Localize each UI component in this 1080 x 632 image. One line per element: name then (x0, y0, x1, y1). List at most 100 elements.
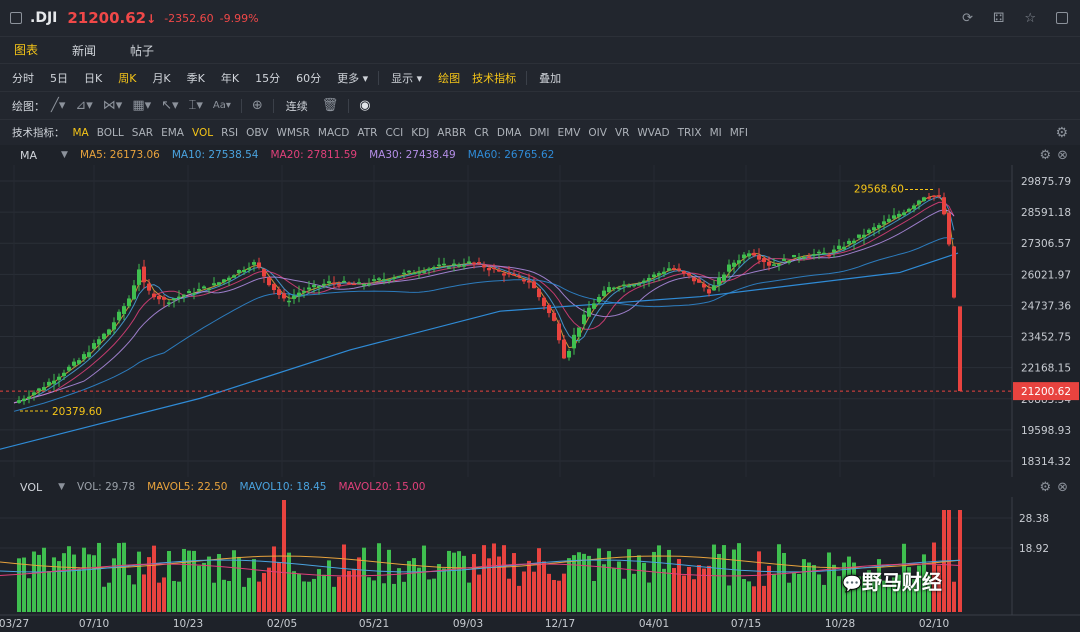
indicator-ema[interactable]: EMA (161, 126, 184, 139)
ma-line (13, 209, 955, 404)
header-bar: .DJI 21200.62↓ -2352.60 -9.99% ⟳ ⚃ ☆ (0, 0, 1080, 37)
divider (240, 98, 242, 113)
volume-bar (607, 551, 611, 612)
volume-bar (187, 550, 191, 612)
candle-body (137, 269, 141, 285)
candle-body (352, 283, 356, 286)
candle-body (327, 281, 331, 284)
candle-body (612, 287, 616, 290)
settings-icon[interactable]: ⚙ (1055, 124, 1068, 141)
continuous-toggle[interactable]: 连续 (285, 99, 308, 113)
display-menu[interactable]: 显示 ▾ (391, 71, 423, 85)
indicator-atr[interactable]: ATR (357, 126, 378, 139)
indicator-mfi[interactable]: MFI (729, 126, 748, 139)
candle-body (132, 285, 136, 300)
grid-icon[interactable]: ⚃ (993, 10, 1005, 26)
candle-body (467, 261, 471, 263)
fib-tool-icon[interactable]: ▦▾ (132, 98, 152, 113)
indicator-sar[interactable]: SAR (131, 126, 154, 139)
indicator-trix[interactable]: TRIX (677, 126, 702, 139)
volume-bar (27, 578, 31, 612)
candle-body (712, 285, 716, 291)
trash-icon[interactable]: 🗑 (321, 98, 339, 113)
overlay-button[interactable]: 叠加 (539, 71, 562, 85)
period-daily[interactable]: 日K (84, 71, 103, 85)
tab-posts[interactable]: 帖子 (130, 43, 155, 58)
ma-close-icon[interactable]: ⊗ (1057, 147, 1068, 163)
candle-body (737, 260, 741, 264)
fullscreen-icon[interactable] (1056, 12, 1068, 24)
candle-body (297, 292, 301, 296)
text-tool-icon[interactable]: Aa▾ (212, 100, 231, 111)
indicator-oiv[interactable]: OIV (588, 126, 607, 139)
line-tool-icon[interactable]: ╱▾ (51, 98, 66, 113)
tab-news[interactable]: 新闻 (72, 43, 97, 58)
indicator-boll[interactable]: BOLL (96, 126, 124, 139)
arrow-tool-icon[interactable]: ↖▾ (161, 98, 179, 113)
volume-bar (647, 582, 651, 612)
indicator-wvad[interactable]: WVAD (637, 126, 670, 139)
indicator-arbr[interactable]: ARBR (437, 126, 467, 139)
volume-chart[interactable]: 28.38 18.92 03/27 07/10 10/23 02/05 05/21 09/03… (0, 497, 1080, 632)
measure-tool-icon[interactable]: ⌶▾ (188, 98, 203, 113)
period-60min[interactable]: 60分 (296, 71, 322, 85)
period-monthly[interactable]: 月K (152, 71, 171, 85)
ma-line (13, 196, 955, 404)
indicators-toggle[interactable]: 技术指标 (472, 71, 517, 85)
volume-bar (407, 560, 411, 612)
indicator-ma[interactable]: MA (72, 126, 89, 139)
candle-body (622, 284, 626, 287)
volume-bar (792, 572, 796, 612)
wave-tool-icon[interactable]: ⋈▾ (102, 98, 123, 113)
price-chart[interactable]: 29875.79 28591.18 27306.57 26021.97 24737.36… (0, 165, 1080, 477)
channel-tool-icon[interactable]: ⊿▾ (75, 98, 93, 113)
sidebar-toggle-icon[interactable] (10, 12, 22, 24)
indicator-kdj[interactable]: KDJ (411, 126, 430, 139)
indicator-vr[interactable]: VR (614, 126, 630, 139)
candle-body (392, 277, 396, 280)
candle-body (287, 300, 291, 303)
volume-bar (877, 559, 881, 612)
zoom-icon[interactable]: ⊕ (251, 98, 263, 113)
volume-bar (137, 551, 141, 612)
volume-bar (452, 552, 456, 612)
candle-body (342, 280, 346, 283)
volume-bar (122, 542, 126, 612)
vol-dropdown-icon[interactable]: ▼ (58, 482, 66, 492)
period-yearly[interactable]: 年K (220, 71, 240, 85)
indicator-vol[interactable]: VOL (191, 126, 214, 139)
indicator-obv[interactable]: OBV (246, 126, 269, 139)
star-icon[interactable]: ☆ (1024, 10, 1036, 26)
ma-settings-icon[interactable]: ⚙ (1039, 147, 1052, 163)
indicator-macd[interactable]: MACD (317, 126, 350, 139)
vol-close-icon[interactable]: ⊗ (1057, 479, 1068, 495)
candle-body (887, 218, 891, 222)
indicator-dmi[interactable]: DMI (529, 126, 550, 139)
period-15min[interactable]: 15分 (255, 71, 281, 85)
volume-bar (297, 573, 301, 612)
candle-body (367, 283, 371, 286)
candle-body (177, 296, 181, 299)
ma-dropdown-icon[interactable]: ▼ (61, 150, 68, 160)
period-weekly[interactable]: 周K (118, 71, 137, 85)
candle-body (527, 280, 531, 283)
period-intraday[interactable]: 分时 (12, 71, 34, 85)
eye-icon[interactable]: ◉ (359, 98, 371, 113)
indicator-cci[interactable]: CCI (385, 126, 404, 139)
volume-bar (627, 549, 631, 612)
draw-toggle[interactable]: 绘图 (438, 71, 461, 85)
period-quarterly[interactable]: 季K (186, 71, 205, 85)
indicator-wmsr[interactable]: WMSR (276, 126, 310, 139)
period-more[interactable]: 更多 ▾ (337, 71, 369, 85)
tab-chart[interactable]: 图表 (14, 35, 39, 66)
volume-bar (952, 581, 956, 612)
refresh-icon[interactable]: ⟳ (962, 10, 974, 26)
period-5day[interactable]: 5日 (50, 71, 68, 85)
indicator-cr[interactable]: CR (474, 126, 489, 139)
indicator-dma[interactable]: DMA (496, 126, 522, 139)
indicator-emv[interactable]: EMV (557, 126, 581, 139)
vol-settings-icon[interactable]: ⚙ (1039, 479, 1052, 495)
indicator-mi[interactable]: MI (709, 126, 722, 139)
candle-body (602, 290, 606, 296)
indicator-rsi[interactable]: RSI (221, 126, 239, 139)
